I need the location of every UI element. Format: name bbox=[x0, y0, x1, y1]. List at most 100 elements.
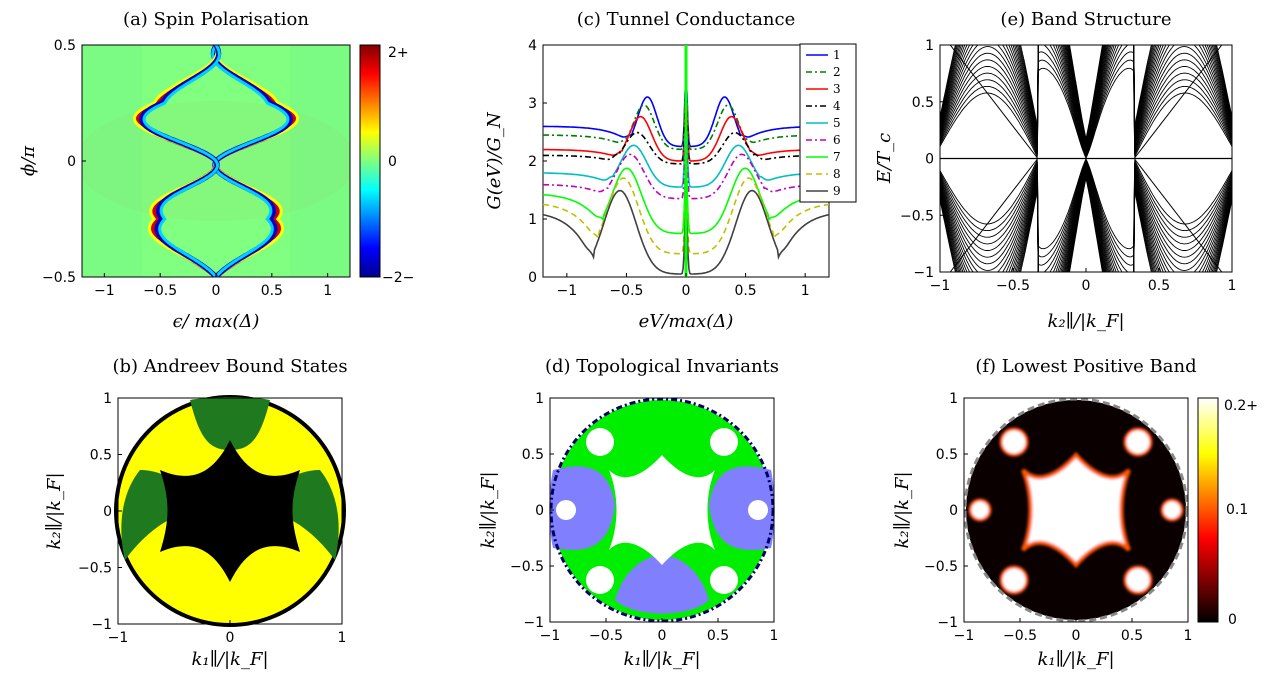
y-tick-label: −0.5 bbox=[900, 208, 934, 224]
spin-polarisation-curve bbox=[142, 45, 221, 277]
panel-f: (f) Lowest Positive Band −1 −0.5 0 0.5 1 −1 −0… bbox=[892, 356, 1258, 670]
x-tick-label: −0.5 bbox=[143, 283, 177, 299]
panel-a-cbar-tick-top: 2+ bbox=[388, 45, 409, 61]
panel-b-black-center bbox=[160, 440, 300, 582]
panel-f-ylabel: k₂∥/|k_F| bbox=[892, 471, 913, 548]
band-line bbox=[940, 172, 1232, 272]
panel-d-blue-bottom bbox=[615, 555, 709, 614]
x-tick-label: 1 bbox=[770, 628, 779, 644]
y-tick-label: 0.5 bbox=[54, 38, 76, 54]
panel-b-axes: −1 0 1 −1 −0.5 0 0.5 1 bbox=[78, 391, 346, 646]
band-line bbox=[940, 45, 1232, 143]
y-tick-label: 0.5 bbox=[522, 447, 544, 463]
panel-f-xlabel: k₁∥/|k_F| bbox=[1037, 649, 1114, 670]
panel-a: (a) Spin Polarisation −1 −0.5 0 0.5 1 −0.5 0 0.… bbox=[18, 9, 414, 332]
panel-a-axes: −1 −0.5 0 0.5 1 −0.5 0 0.5 bbox=[42, 38, 332, 299]
panel-b: (b) Andreev Bound States −1 0 1 −1 −0.5 0 0.5 1… bbox=[44, 356, 348, 670]
panel-e: (e) Band Structure −1 −0.5 0 0.5 1 −1 −0.5 0 0.5… bbox=[874, 9, 1236, 332]
y-tick-label: 3 bbox=[528, 96, 537, 112]
panel-a-title: (a) Spin Polarisation bbox=[123, 9, 309, 30]
panel-f-cbar-tick-top: 0.2+ bbox=[1224, 398, 1258, 414]
y-tick-label: 2 bbox=[528, 154, 537, 170]
panel-d-xlabel: k₁∥/|k_F| bbox=[623, 649, 700, 670]
x-tick-label: −1 bbox=[954, 628, 975, 644]
y-tick-label: 0 bbox=[67, 154, 76, 170]
y-tick-label: 1 bbox=[949, 391, 958, 407]
panel-d-title: (d) Topological Invariants bbox=[545, 356, 779, 377]
band-line bbox=[940, 177, 1232, 272]
x-tick-label: 0.5 bbox=[261, 283, 283, 299]
y-tick-label: 0.5 bbox=[912, 95, 934, 111]
panel-e-bands bbox=[940, 45, 1232, 272]
x-tick-label: −0.5 bbox=[1003, 628, 1037, 644]
band-line bbox=[940, 45, 1232, 145]
x-tick-label: 0.5 bbox=[1121, 628, 1143, 644]
band-line bbox=[940, 45, 1232, 141]
panel-e-axes: −1 −0.5 0 0.5 1 −1 −0.5 0 0.5 1 bbox=[900, 38, 1236, 294]
band-edge-line bbox=[949, 158, 1039, 272]
panel-c-lines bbox=[543, 45, 829, 277]
legend-label-3: 3 bbox=[833, 82, 841, 96]
panel-a-cbar-tick-bottom: −2− bbox=[382, 270, 414, 286]
x-tick-label: −0.5 bbox=[609, 283, 643, 299]
band-edge-line bbox=[1133, 45, 1223, 159]
x-tick-label: 0 bbox=[1082, 278, 1091, 294]
panel-a-cbar-tick-mid: 0 bbox=[388, 154, 397, 170]
y-tick-label: 1 bbox=[535, 391, 544, 407]
x-tick-label: −1 bbox=[930, 278, 951, 294]
panel-c-legend: 1 2 3 4 5 6 7 8 9 bbox=[799, 43, 857, 203]
y-tick-label: 0.5 bbox=[936, 447, 958, 463]
band-line bbox=[940, 169, 1232, 272]
panel-f-cbar-tick-bottom: 0 bbox=[1228, 612, 1237, 628]
legend-label-6: 6 bbox=[833, 133, 841, 147]
x-tick-label: −1 bbox=[557, 283, 578, 299]
x-tick-label: 1 bbox=[1228, 278, 1237, 294]
band-line bbox=[940, 173, 1232, 272]
panel-d-ylabel: k₂∥/|k_F| bbox=[478, 471, 499, 548]
y-tick-label: −1 bbox=[91, 617, 112, 633]
x-tick-label: 0 bbox=[682, 283, 691, 299]
band-edge-line bbox=[1133, 158, 1223, 272]
band-line bbox=[940, 45, 1232, 139]
y-tick-label: 0.5 bbox=[90, 448, 112, 464]
x-tick-label: 0.5 bbox=[734, 283, 756, 299]
y-tick-label: 0 bbox=[528, 270, 537, 286]
panel-a-ylabel: ϕ/π bbox=[18, 145, 39, 176]
legend-label-4: 4 bbox=[833, 99, 841, 113]
y-tick-label: 0 bbox=[103, 504, 112, 520]
x-tick-label: 1 bbox=[338, 630, 347, 646]
panel-e-title: (e) Band Structure bbox=[1000, 9, 1171, 30]
panel-f-boundary bbox=[963, 397, 1189, 623]
panel-c-title: (c) Tunnel Conductance bbox=[577, 9, 795, 30]
x-tick-label: 0.5 bbox=[707, 628, 729, 644]
legend-label-9: 9 bbox=[833, 184, 841, 198]
panel-d-blue-right bbox=[709, 466, 775, 551]
y-tick-label: 0 bbox=[925, 152, 934, 168]
y-tick-label: 1 bbox=[103, 391, 112, 407]
x-tick-label: −0.5 bbox=[996, 278, 1030, 294]
y-tick-label: 0 bbox=[535, 503, 544, 519]
y-tick-label: −0.5 bbox=[42, 270, 76, 286]
panel-d: (d) Topological Invariants −1 −0.5 0 0.5 1−1… bbox=[478, 356, 779, 670]
x-tick-label: −1 bbox=[94, 283, 115, 299]
band-line bbox=[940, 45, 1232, 144]
panel-a-heatmap bbox=[82, 45, 350, 277]
y-tick-label: −1 bbox=[523, 615, 544, 631]
panel-c: (c) Tunnel Conductance −1 −0.5 0 0.5 101234 … bbox=[484, 9, 857, 332]
band-line bbox=[940, 178, 1232, 272]
panel-c-ylabel: G(eV)/G_N bbox=[484, 111, 505, 210]
x-tick-label: −0.5 bbox=[589, 628, 623, 644]
legend-label-5: 5 bbox=[833, 116, 841, 130]
y-tick-label: 4 bbox=[528, 38, 537, 54]
panel-a-curves bbox=[133, 45, 299, 277]
y-tick-label: −0.5 bbox=[924, 559, 958, 575]
panel-f-axes: −1 −0.5 0 0.5 1 −1 −0.5 0 0.5 1 bbox=[924, 391, 1192, 644]
panel-d-white-lobes bbox=[556, 428, 768, 594]
panel-b-xlabel: k₁∥/|k_F| bbox=[191, 649, 268, 670]
band-line bbox=[940, 45, 1232, 142]
legend-label-2: 2 bbox=[833, 65, 841, 79]
y-tick-label: −1 bbox=[913, 265, 934, 281]
band-line bbox=[940, 175, 1232, 272]
x-tick-label: 0 bbox=[212, 283, 221, 299]
